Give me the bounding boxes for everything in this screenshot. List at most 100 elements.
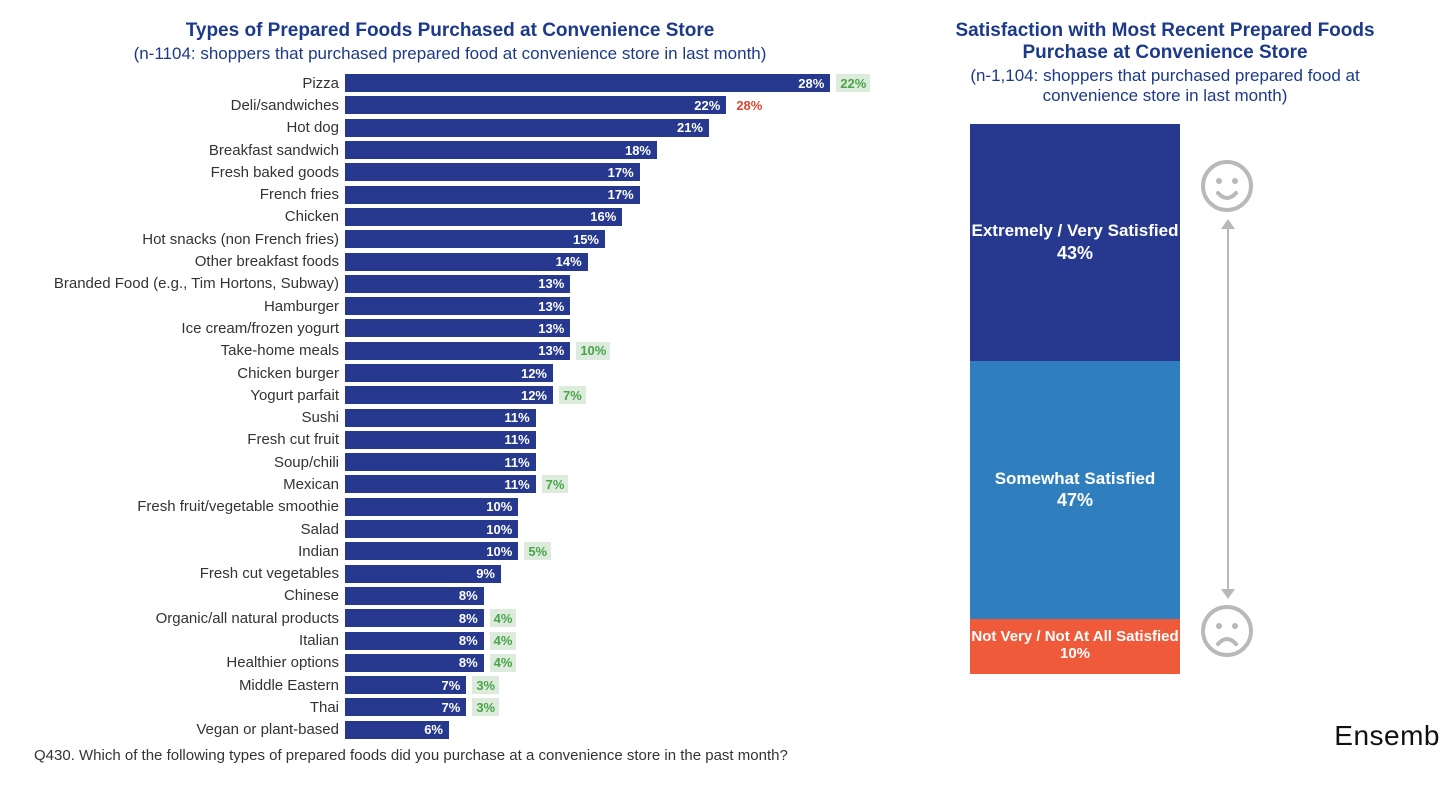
bar: 8% [345,587,484,605]
bar: 11% [345,453,536,471]
brand-logo: Ensemb [1334,720,1440,752]
segment-label: Somewhat Satisfied [995,468,1156,489]
happy-face-icon [1200,159,1254,213]
bar-label: Fresh fruit/vegetable smoothie [30,498,345,515]
bar-track: 17% [345,186,870,204]
bar-row: Hot dog21% [30,117,870,139]
bar-annotation: 3% [472,676,499,694]
bar-annotation: 7% [542,475,569,493]
arrow-line [1227,228,1229,589]
bar-label: Ice cream/frozen yogurt [30,320,345,337]
bar-track: 8%4% [345,654,870,672]
bar-annotation: 4% [490,609,517,627]
stacked-segment: Extremely / Very Satisfied43% [970,124,1180,361]
bar-track: 8% 4% [345,609,870,627]
bar: 22% [345,96,726,114]
bar-label: Indian [30,543,345,560]
stacked-bar-panel: Satisfaction with Most Recent Prepared F… [880,20,1440,764]
bar-track: 17% [345,163,870,181]
bar-track: 22% 28% [345,96,870,114]
bar-label: Salad [30,521,345,538]
bar-label: Hot snacks (non French fries) [30,231,345,248]
bar-label: Take-home meals [30,342,345,359]
bar: 13% [345,275,570,293]
bar-row: Vegan or plant-based6% [30,719,870,741]
stacked-chart-title: Satisfaction with Most Recent Prepared F… [945,20,1385,64]
bar-row: Thai7%3% [30,696,870,718]
bar: 17% [345,163,640,181]
bar-track: 11% 7% [345,475,870,493]
bar: 14% [345,253,588,271]
bar-chart-title: Types of Prepared Foods Purchased at Con… [30,20,870,42]
bar-track: 9% [345,565,870,583]
segment-label: Extremely / Very Satisfied [972,220,1179,241]
bar: 11% [345,431,536,449]
bar-annotation: 4% [490,632,517,650]
bar-row: Fresh cut fruit11% [30,429,870,451]
bar-label: Italian [30,632,345,649]
bar-row: French fries17% [30,183,870,205]
bar-label: Chicken burger [30,365,345,382]
bar-annotation: 7% [559,386,586,404]
bar-row: Hot snacks (non French fries)15% [30,228,870,250]
bar-track: 11% [345,409,870,427]
stacked-segment: Somewhat Satisfied47% [970,361,1180,620]
bar-row: Chicken burger12% [30,362,870,384]
segment-percent: 47% [1057,489,1093,512]
bar: 21% [345,119,709,137]
bar-label: Hamburger [30,298,345,315]
satisfaction-scale-icons [1200,124,1310,674]
bar-track: 11% [345,431,870,449]
bar-track: 28% 22% [345,74,870,92]
bar: 13% [345,342,570,360]
bar-annotation: 3% [472,698,499,716]
bar: 11% [345,409,536,427]
bar-track: 11% [345,453,870,471]
bar-row: Other breakfast foods14% [30,250,870,272]
bar-label: Middle Eastern [30,677,345,694]
bar-track: 13% [345,297,870,315]
segment-percent: 10% [1060,645,1090,664]
bar: 28% [345,74,830,92]
bar-annotation: 28% [732,96,766,114]
bar-label: Breakfast sandwich [30,142,345,159]
bar-track: 15% [345,230,870,248]
bar-track: 10%5% [345,542,870,560]
bar-label: Mexican [30,476,345,493]
bar-label: Hot dog [30,119,345,136]
sad-face-icon [1200,604,1254,658]
bar-annotation: 10% [576,342,610,360]
bar-track: 12%7% [345,386,870,404]
bar-label: Vegan or plant-based [30,721,345,738]
bar-row: Yogurt parfait12%7% [30,384,870,406]
bar-row: Ice cream/frozen yogurt13% [30,317,870,339]
bar-row: Branded Food (e.g., Tim Hortons, Subway)… [30,273,870,295]
bar-track: 13% [345,275,870,293]
bar-row: Soup/chili11% [30,451,870,473]
bar-track: 7%3% [345,698,870,716]
bar-label: Fresh cut fruit [30,431,345,448]
bar-track: 13% 10% [345,342,870,360]
bar: 18% [345,141,657,159]
bar-annotation: 22% [836,74,870,92]
bar: 15% [345,230,605,248]
bar-row: Breakfast sandwich18% [30,139,870,161]
bar-label: Healthier options [30,654,345,671]
bar-track: 10% [345,520,870,538]
bar-track: 21% [345,119,870,137]
bar: 8% [345,609,484,627]
bar-row: Middle Eastern7%3% [30,674,870,696]
bar-label: Soup/chili [30,454,345,471]
bar: 11% [345,475,536,493]
bar-row: Fresh cut vegetables9% [30,563,870,585]
bar-track: 16% [345,208,870,226]
bar-track: 10% [345,498,870,516]
bar: 12% [345,364,553,382]
bar-row: Mexican11% 7% [30,473,870,495]
stacked-chart-subtitle: (n-1,104: shoppers that purchased prepar… [945,66,1385,106]
bar-label: Other breakfast foods [30,253,345,270]
bar: 6% [345,721,449,739]
bar-track: 18% [345,141,870,159]
bar-chart-panel: Types of Prepared Foods Purchased at Con… [0,20,880,764]
bar-track: 8% [345,587,870,605]
